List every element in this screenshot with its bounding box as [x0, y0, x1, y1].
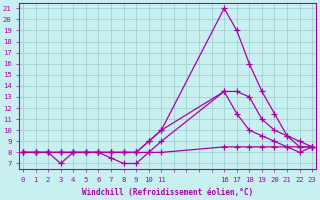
X-axis label: Windchill (Refroidissement éolien,°C): Windchill (Refroidissement éolien,°C)	[82, 188, 253, 197]
